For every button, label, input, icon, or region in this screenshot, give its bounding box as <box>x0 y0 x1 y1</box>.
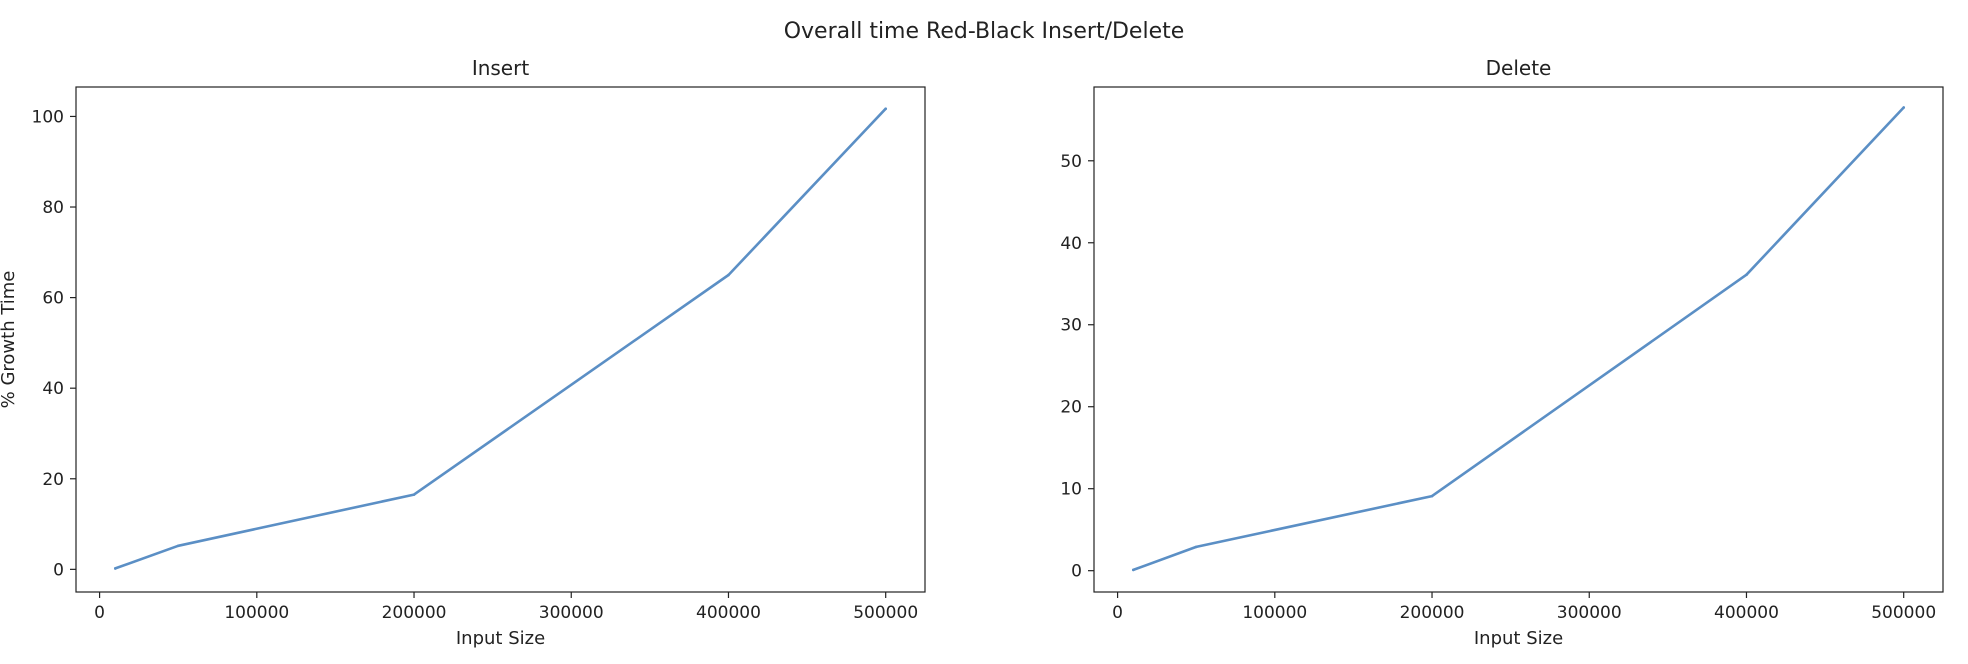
chart-1-data-point <box>884 107 887 111</box>
figure-title: Overall time Red-Black Insert/Delete <box>784 19 1185 44</box>
chart-1-x-tick-label: 500000 <box>853 603 918 623</box>
chart-2-x-tick-label: 300000 <box>1557 603 1622 623</box>
chart-1-y-tick-label: 80 <box>42 198 64 218</box>
chart-1-y-tick-label: 0 <box>53 560 64 580</box>
chart-2-y-tick-label: 0 <box>1071 562 1082 582</box>
chart-1-data-point <box>412 493 416 496</box>
chart-2-x-tick-label: 200000 <box>1400 603 1465 623</box>
chart-1-x-tick-label: 300000 <box>539 603 604 623</box>
chart-2-data-point <box>1745 273 1748 277</box>
chart-2-x-tick-label: 0 <box>1112 603 1123 623</box>
chart-1-y-tick-label: 60 <box>42 289 64 309</box>
chart-1-data-point <box>114 567 117 570</box>
chart-1-y-axis-label: % Growth Time <box>0 271 19 409</box>
chart-2-y-tick-label: 20 <box>1060 398 1082 418</box>
chart-2-series-line <box>1132 106 1905 572</box>
chart-2-data-point <box>1194 545 1198 549</box>
chart-2-y-tick-label: 10 <box>1060 480 1082 500</box>
chart-1-y-tick-label: 100 <box>32 107 64 127</box>
chart-1-data-point <box>176 544 180 548</box>
chart-1-title: Insert <box>472 56 530 80</box>
chart-1-x-tick-label: 0 <box>94 603 105 623</box>
chart-1-data-point <box>727 273 730 277</box>
chart-2-x-tick-label: 400000 <box>1714 603 1779 623</box>
chart-2-x-tick-label: 100000 <box>1242 603 1307 623</box>
chart-2-x-axis-label: Input Size <box>1474 628 1563 649</box>
chart-2-x-tick-label: 500000 <box>1871 603 1936 623</box>
chart-1-y-tick-label: 20 <box>42 470 64 490</box>
chart-2-data-point <box>1132 568 1135 572</box>
chart-2-data-point <box>1430 494 1434 498</box>
chart-2-y-tick-label: 50 <box>1060 152 1082 172</box>
chart-2-y-tick-label: 40 <box>1060 234 1082 254</box>
chart-2-y-tick-label: 30 <box>1060 316 1082 336</box>
chart-1-x-axis-label: Input Size <box>456 628 545 649</box>
chart-1-x-tick-label: 100000 <box>224 603 289 623</box>
chart-1-axes-frame <box>75 86 926 593</box>
chart-2-data-point <box>1902 106 1905 109</box>
chart-1-y-tick-label: 40 <box>42 379 64 399</box>
chart-1-series-line <box>114 107 888 570</box>
chart-2-axes-frame <box>1093 86 1944 593</box>
chart-1-x-tick-label: 200000 <box>382 603 447 623</box>
chart-2-title: Delete <box>1486 56 1552 80</box>
chart-1-x-tick-label: 400000 <box>696 603 761 623</box>
